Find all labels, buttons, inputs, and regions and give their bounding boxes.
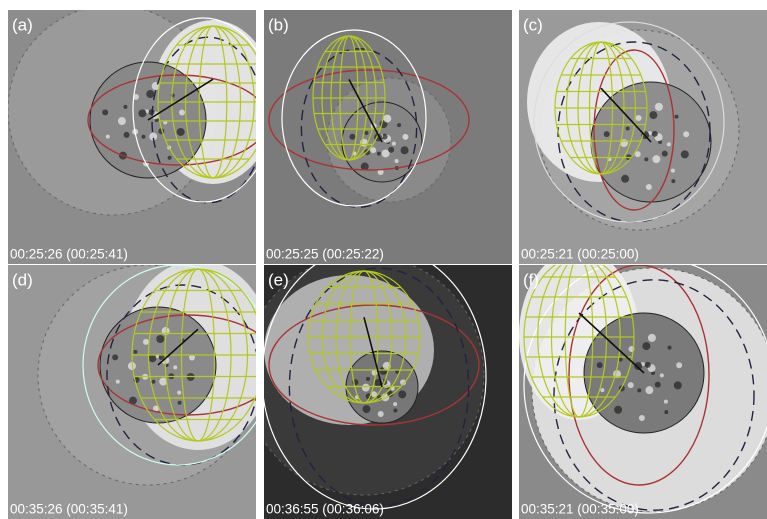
disk-feature bbox=[676, 362, 682, 368]
disk-feature bbox=[642, 342, 650, 350]
disk-feature bbox=[123, 105, 127, 109]
disk-feature bbox=[614, 406, 622, 414]
disk-feature bbox=[141, 135, 145, 139]
disk-feature bbox=[628, 382, 634, 388]
disk-feature bbox=[397, 123, 401, 127]
panel-label: (c) bbox=[523, 15, 543, 34]
disk-feature bbox=[388, 147, 394, 153]
disk-feature bbox=[402, 134, 408, 140]
disk-feature bbox=[664, 400, 668, 404]
panel: (e) 00:36:55 (00:36:06) bbox=[244, 245, 512, 519]
timestamp: 00:35:26 (00:35:41) bbox=[10, 502, 128, 517]
timestamp: 00:36:55 (00:36:06) bbox=[266, 502, 384, 517]
disk-feature bbox=[652, 131, 658, 137]
disk-feature bbox=[660, 373, 664, 377]
disk-feature bbox=[378, 411, 384, 417]
disk-feature bbox=[600, 388, 604, 392]
panel: (b) 00:25:25 (00:25:22) bbox=[264, 10, 512, 264]
disk-feature bbox=[637, 388, 641, 392]
panel-label: (b) bbox=[268, 15, 289, 34]
disk-feature bbox=[646, 184, 652, 190]
disk-feature bbox=[364, 131, 368, 135]
disk-feature bbox=[664, 410, 668, 414]
disk-feature bbox=[116, 380, 120, 384]
disk-feature bbox=[393, 408, 397, 412]
panel-label: (e) bbox=[268, 270, 289, 289]
timestamp: 00:25:21 (00:25:00) bbox=[521, 247, 639, 262]
panel: (f) 00:35:21 (00:35:00) bbox=[519, 250, 767, 519]
disk-feature bbox=[179, 110, 185, 116]
disk-feature bbox=[102, 109, 108, 115]
disk-feature bbox=[626, 126, 630, 130]
disk-feature bbox=[118, 117, 126, 125]
disk-feature bbox=[168, 156, 172, 160]
figure: (a) 00:25:26 (00:25:41) (b) 00:25:25 (00:25… bbox=[0, 0, 767, 519]
disk-feature bbox=[675, 115, 679, 119]
disk-feature bbox=[366, 377, 370, 381]
disk-feature bbox=[655, 103, 663, 111]
panel-label: (a) bbox=[12, 15, 33, 34]
disk-feature bbox=[667, 142, 671, 146]
disk-feature bbox=[178, 401, 182, 405]
panel: (a) 00:25:26 (00:25:41) bbox=[8, 5, 275, 264]
disk-feature bbox=[636, 115, 642, 121]
disk-feature bbox=[597, 362, 603, 368]
panel-label: (f) bbox=[523, 270, 539, 289]
disk-feature bbox=[112, 354, 118, 360]
disk-feature bbox=[604, 131, 610, 137]
page: (a) 00:25:26 (00:25:41) (b) 00:25:25 (00:25… bbox=[0, 0, 767, 519]
disk-feature bbox=[133, 350, 137, 354]
disk-feature bbox=[124, 132, 130, 138]
panel: (d) 00:35:26 (00:35:41) bbox=[8, 260, 278, 519]
disk-feature bbox=[655, 382, 661, 388]
disk-feature bbox=[143, 339, 149, 345]
disk-feature bbox=[639, 415, 645, 421]
disk-feature bbox=[674, 381, 682, 389]
disk-feature bbox=[645, 386, 653, 394]
disk-feature bbox=[362, 384, 370, 392]
timestamp: 00:25:26 (00:25:41) bbox=[10, 247, 128, 262]
panel-label: (d) bbox=[12, 270, 33, 289]
disk-feature bbox=[106, 135, 110, 139]
disk-feature bbox=[392, 142, 396, 146]
disk-feature bbox=[395, 159, 399, 163]
disk-feature bbox=[644, 157, 648, 161]
disk-feature bbox=[383, 115, 391, 123]
disk-feature bbox=[652, 155, 660, 163]
disk-feature bbox=[146, 90, 154, 98]
disk-feature bbox=[177, 391, 181, 395]
disk-feature bbox=[393, 402, 397, 406]
disk-feature bbox=[151, 380, 155, 384]
disk-feature bbox=[645, 362, 651, 368]
disk-feature bbox=[671, 179, 675, 183]
disk-feature bbox=[671, 169, 675, 173]
disk-feature bbox=[648, 334, 656, 342]
disk-feature bbox=[681, 150, 689, 158]
disk-feature bbox=[173, 365, 177, 369]
disk-feature bbox=[138, 109, 146, 117]
disk-feature bbox=[401, 146, 409, 154]
panel: (c) 00:25:21 (00:25:00) bbox=[519, 10, 767, 264]
disk-feature bbox=[377, 152, 381, 156]
disk-feature bbox=[362, 405, 370, 413]
disk-feature bbox=[156, 335, 164, 343]
disk-feature bbox=[668, 346, 672, 350]
disk-feature bbox=[177, 128, 185, 136]
timestamp: 00:35:21 (00:35:00) bbox=[521, 502, 639, 517]
disk-feature bbox=[398, 390, 406, 398]
disk-feature bbox=[683, 131, 689, 137]
disk-feature bbox=[662, 151, 668, 157]
timestamp: 00:25:25 (00:25:22) bbox=[266, 247, 384, 262]
disk-feature bbox=[649, 111, 657, 119]
disk-feature bbox=[349, 134, 355, 140]
disk-feature bbox=[621, 175, 629, 183]
